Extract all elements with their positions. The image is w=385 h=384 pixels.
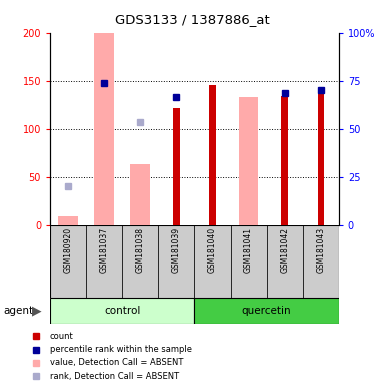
- Text: ▶: ▶: [32, 305, 42, 318]
- Text: control: control: [104, 306, 141, 316]
- Text: GDS3133 / 1387886_at: GDS3133 / 1387886_at: [115, 13, 270, 26]
- Bar: [50, 225, 86, 298]
- Text: GSM181043: GSM181043: [316, 227, 325, 273]
- Text: GSM181039: GSM181039: [172, 227, 181, 273]
- Bar: [231, 225, 266, 298]
- Bar: [131, 164, 150, 225]
- Bar: [173, 108, 180, 225]
- Text: agent: agent: [4, 306, 34, 316]
- Text: percentile rank within the sample: percentile rank within the sample: [50, 345, 192, 354]
- Bar: [50, 298, 194, 324]
- Bar: [209, 86, 216, 225]
- Bar: [194, 298, 339, 324]
- Text: count: count: [50, 331, 74, 341]
- Text: GSM180920: GSM180920: [64, 227, 73, 273]
- Bar: [281, 96, 288, 225]
- Bar: [122, 225, 158, 298]
- Bar: [86, 225, 122, 298]
- Text: GSM181037: GSM181037: [100, 227, 109, 273]
- Text: value, Detection Call = ABSENT: value, Detection Call = ABSENT: [50, 358, 183, 367]
- Bar: [94, 33, 114, 225]
- Bar: [158, 225, 194, 298]
- Text: quercetin: quercetin: [242, 306, 291, 316]
- Bar: [58, 216, 78, 225]
- Text: GSM181040: GSM181040: [208, 227, 217, 273]
- Bar: [318, 92, 324, 225]
- Bar: [303, 225, 339, 298]
- Text: GSM181042: GSM181042: [280, 227, 289, 273]
- Bar: [194, 225, 231, 298]
- Text: GSM181041: GSM181041: [244, 227, 253, 273]
- Bar: [266, 225, 303, 298]
- Text: rank, Detection Call = ABSENT: rank, Detection Call = ABSENT: [50, 372, 179, 381]
- Bar: [239, 97, 258, 225]
- Text: GSM181038: GSM181038: [136, 227, 145, 273]
